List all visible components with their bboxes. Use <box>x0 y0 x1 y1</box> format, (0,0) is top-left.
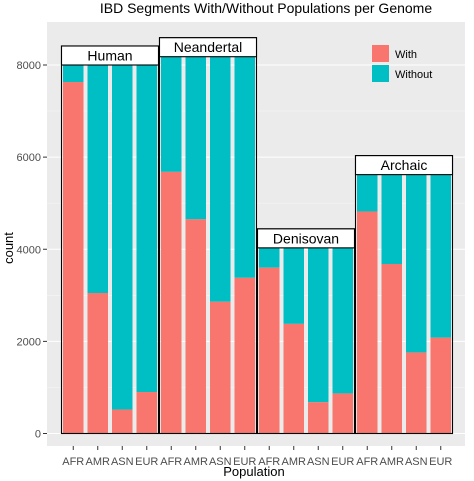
x-tick-label: ASN <box>111 456 134 468</box>
bar-without <box>112 65 133 410</box>
group-label-box <box>256 228 356 249</box>
x-tick-label: AMR <box>282 456 307 468</box>
bar-without <box>63 65 84 83</box>
x-tick-label: AFR <box>258 456 280 468</box>
bar-with <box>259 267 280 434</box>
legend-swatch <box>372 45 389 62</box>
bar-without <box>259 247 280 268</box>
bar-without <box>185 56 206 220</box>
x-axis: AFR AMR ASN EUR AFR AMR ASN EUR AFR AMR ASN EUR AFR A… <box>62 446 452 468</box>
bar-with <box>357 211 378 434</box>
x-tick-label: AMR <box>184 456 209 468</box>
x-tick-label: EUR <box>135 456 158 468</box>
x-tick-label: AFR <box>62 456 84 468</box>
x-tick-label: ASN <box>307 456 330 468</box>
bar-without <box>406 174 427 353</box>
group-label-box <box>60 45 160 66</box>
bar-with <box>308 402 329 434</box>
x-tick-label: AFR <box>160 456 182 468</box>
x-tick-label: ASN <box>209 456 232 468</box>
bar-with <box>234 277 255 434</box>
bar-with <box>185 219 206 434</box>
bar-without <box>308 247 329 403</box>
bar-with <box>430 337 451 434</box>
group-label-box <box>354 155 454 176</box>
x-tick-label: EUR <box>233 456 256 468</box>
bar-without <box>357 174 378 212</box>
legend-label: With <box>395 49 417 61</box>
y-tick-label: 2000 <box>17 336 41 348</box>
bar-without <box>161 56 182 172</box>
x-tick-label: AMR <box>86 456 111 468</box>
bar-with <box>210 301 231 434</box>
bar-with <box>161 171 182 434</box>
y-tick-label: 4000 <box>17 244 41 256</box>
bar-with <box>381 263 402 434</box>
bar-with <box>112 409 133 434</box>
x-tick-label: ASN <box>405 456 428 468</box>
bar-without <box>210 56 231 302</box>
x-axis-title: Population <box>223 464 284 479</box>
group-label: Human <box>87 48 132 64</box>
chart-title: IBD Segments With/Without Populations pe… <box>100 0 432 16</box>
bar-with <box>87 293 108 434</box>
y-tick-label: 6000 <box>17 152 41 164</box>
x-tick-label: AFR <box>356 456 378 468</box>
bar-without <box>136 65 157 393</box>
bar-with <box>406 352 427 434</box>
x-tick-label: EUR <box>429 456 452 468</box>
x-tick-label: EUR <box>331 456 354 468</box>
bar-with <box>63 82 84 434</box>
y-axis: 0 2000 4000 6000 8000 <box>17 60 47 441</box>
legend-label: Without <box>395 69 432 81</box>
group-label-box <box>158 37 258 58</box>
bar-with <box>332 393 353 434</box>
y-tick-label: 8000 <box>17 60 41 72</box>
x-tick-label: AMR <box>380 456 405 468</box>
legend: With Without <box>372 45 432 82</box>
y-axis-title: count <box>1 232 16 264</box>
bar-without <box>234 56 255 278</box>
bars <box>63 56 451 434</box>
bar-with <box>283 323 304 434</box>
legend-swatch <box>372 65 389 82</box>
y-tick-label: 0 <box>35 429 41 441</box>
bar-without <box>332 247 353 394</box>
bar-without <box>87 65 108 294</box>
group-boxes: Human Neandertal Denisovan Archaic <box>60 37 454 435</box>
group-label: Denisovan <box>273 230 339 246</box>
bar-with <box>136 392 157 434</box>
bar-without <box>430 174 451 338</box>
bar-without <box>283 247 304 324</box>
group-label: Archaic <box>381 157 428 173</box>
group-label: Neandertal <box>174 39 243 55</box>
bar-without <box>381 174 402 264</box>
